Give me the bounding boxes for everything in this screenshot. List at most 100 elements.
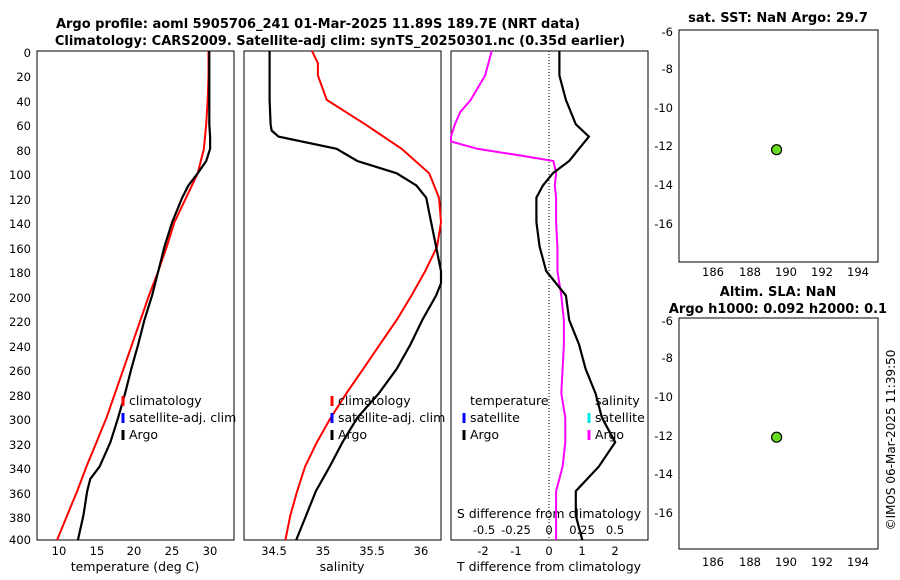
depth-tick: 120	[9, 193, 31, 207]
depth-tick: 180	[9, 266, 31, 280]
depth-tick: 400	[9, 533, 31, 547]
salinity-argo-line	[268, 51, 443, 541]
map-x-tick: 188	[739, 265, 761, 279]
s-diff-tick: -0.25	[501, 523, 531, 537]
legend-label: satellite-adj. clim	[129, 410, 236, 425]
depth-tick: 0	[24, 46, 31, 60]
salinity-panel-frame	[243, 50, 442, 541]
s-diff-tick: -0.5	[473, 523, 495, 537]
legend-label: climatology	[338, 393, 411, 408]
legend-label: Argo	[470, 427, 499, 442]
map-x-tick: 192	[811, 555, 833, 569]
t-diff-x-label: T difference from climatology	[456, 559, 642, 574]
map-y-tick: -6	[662, 25, 673, 39]
sla-map-x-ticks: 186 188 190 192 194	[702, 555, 869, 569]
depth-tick: 300	[9, 413, 31, 427]
salinity-tick: 34.5	[261, 544, 287, 558]
s-diff-tick: 0.5	[606, 523, 624, 537]
salinity-x-ticks: 34.5 35 35.5 36	[261, 544, 428, 558]
difference-legend-salinity: salinity satellite Argo	[587, 393, 645, 442]
map-x-tick: 188	[739, 555, 761, 569]
depth-tick: 380	[9, 511, 31, 525]
temperature-tick: 30	[203, 544, 218, 558]
depth-tick: 360	[9, 487, 31, 501]
depth-tick: 140	[9, 217, 31, 231]
map-x-tick: 192	[811, 265, 833, 279]
salinity-difference-line	[450, 50, 567, 540]
legend-label: climatology	[129, 393, 202, 408]
depth-tick: 260	[9, 364, 31, 378]
map-x-tick: 190	[775, 265, 797, 279]
difference-x-ticks: -2 -1 0 1 2	[477, 544, 618, 558]
figure-title-line1: Argo profile: aoml 5905706_241 01-Mar-20…	[56, 17, 580, 32]
temperature-tick: 15	[90, 544, 105, 558]
map-y-tick: -16	[654, 217, 673, 231]
legend-label: satellite	[470, 410, 520, 425]
map-y-tick: -10	[654, 101, 673, 115]
depth-tick: 20	[16, 70, 31, 84]
legend-label: satellite-adj. clim	[338, 410, 445, 425]
legend-label: salinity	[595, 393, 640, 408]
map-y-tick: -12	[654, 429, 673, 443]
sla-map-title-line2: Argo h1000: 0.092 h2000: 0.1	[669, 302, 887, 317]
temperature-argo-line	[76, 51, 212, 541]
legend-label: temperature	[470, 393, 549, 408]
depth-tick: 60	[16, 119, 31, 133]
depth-tick: 160	[9, 242, 31, 256]
temperature-climatology-line	[56, 51, 210, 541]
temperature-panel-frame	[36, 50, 235, 541]
sst-map-frame	[678, 29, 879, 263]
legend-label: satellite	[595, 410, 645, 425]
sst-map-x-ticks: 186 188 190 192 194	[702, 265, 869, 279]
map-y-tick: -16	[654, 506, 673, 520]
s-diff-tick: 0.25	[569, 523, 595, 537]
sst-map-argo-location-marker	[770, 144, 783, 156]
temperature-legend: climatology satellite-adj. clim Argo	[121, 393, 236, 442]
salinity-climatology-line	[284, 50, 443, 541]
t-diff-tick: -1	[510, 544, 521, 558]
map-x-tick: 194	[847, 265, 869, 279]
depth-tick: 100	[9, 168, 31, 182]
sla-map-argo-location-marker	[770, 431, 783, 443]
temperature-tick: 10	[52, 544, 67, 558]
map-y-tick: -10	[654, 390, 673, 404]
map-x-tick: 186	[702, 555, 724, 569]
depth-tick: 80	[16, 144, 31, 158]
map-y-tick: -14	[654, 178, 673, 192]
temperature-difference-line	[535, 51, 617, 541]
map-x-tick: 190	[775, 555, 797, 569]
legend-label: Argo	[129, 427, 158, 442]
sla-map-title-line1: Altim. SLA: NaN	[720, 285, 836, 300]
map-y-tick: -8	[662, 351, 673, 365]
sla-map-y-ticks: -6 -8 -10 -12 -14 -16	[654, 314, 673, 520]
depth-tick-labels: 0 20 40 60 80 100 120 140 160 180 200 22…	[9, 46, 31, 547]
salinity-tick: 35.5	[359, 544, 385, 558]
legend-label: Argo	[595, 427, 624, 442]
depth-tick: 240	[9, 340, 31, 354]
temperature-x-ticks: 10 15 20 25 30	[52, 544, 218, 558]
sst-map-y-ticks: -6 -8 -10 -12 -14 -16	[654, 25, 673, 231]
copyright-stamp: ©IMOS 06-Mar-2025 11:39:50	[884, 350, 898, 531]
salinity-x-label: salinity	[320, 559, 365, 574]
depth-tick: 280	[9, 389, 31, 403]
t-diff-tick: 1	[578, 544, 585, 558]
map-y-tick: -6	[662, 314, 673, 328]
salinity-tick: 36	[414, 544, 429, 558]
s-diff-ticks: -0.5 -0.25 0 0.25 0.5	[473, 523, 624, 537]
depth-tick: 340	[9, 462, 31, 476]
map-y-tick: -8	[662, 62, 673, 76]
map-y-tick: -12	[654, 139, 673, 153]
figure-title-line2: Climatology: CARS2009. Satellite-adj cli…	[55, 34, 625, 49]
sla-map-frame	[678, 317, 879, 550]
map-y-tick: -14	[654, 467, 673, 481]
depth-tick: 320	[9, 438, 31, 452]
salinity-tick: 35	[316, 544, 331, 558]
sst-map-title: sat. SST: NaN Argo: 29.7	[688, 11, 868, 26]
difference-panel-frame	[450, 50, 649, 541]
temperature-x-label: temperature (deg C)	[71, 559, 200, 574]
t-diff-tick: 0	[545, 544, 552, 558]
legend-label: Argo	[338, 427, 367, 442]
s-diff-tick: 0	[545, 523, 552, 537]
map-x-tick: 186	[702, 265, 724, 279]
